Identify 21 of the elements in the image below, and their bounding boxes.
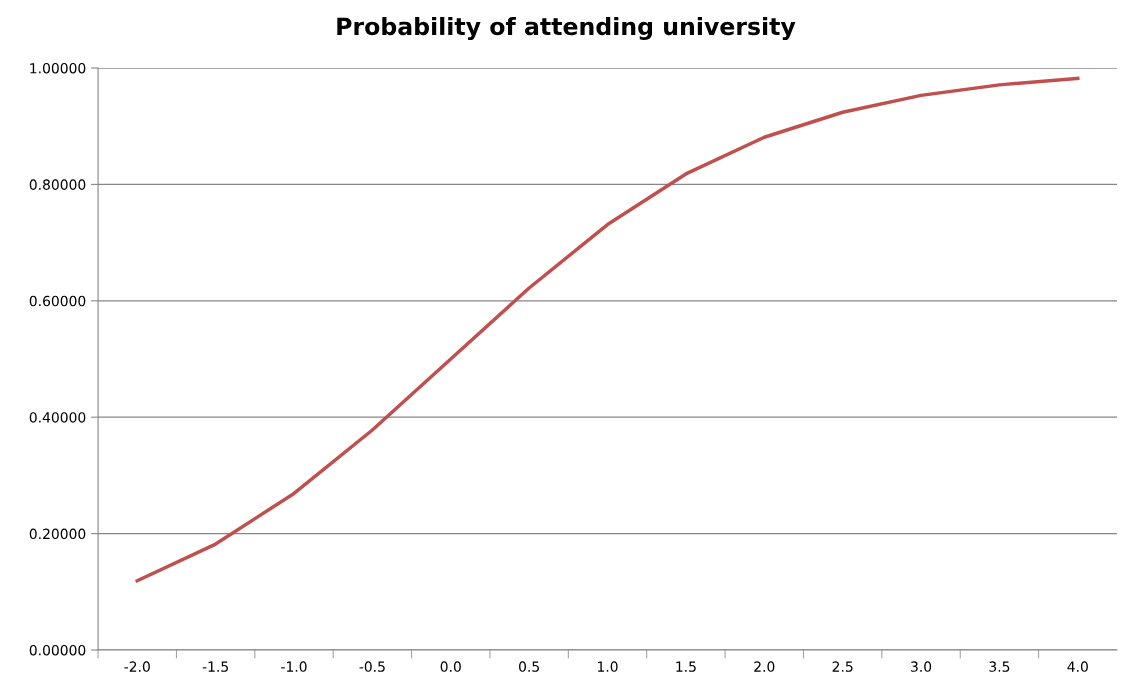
x-tick-label: 4.0 <box>1067 661 1088 672</box>
y-tick-label: 1.00000 <box>30 62 86 74</box>
y-tick-label: 0.60000 <box>29 295 86 307</box>
x-tick-label: 0.0 <box>440 661 461 672</box>
chart-title: Probability of attending university <box>337 16 796 40</box>
x-tick-label: 1.0 <box>598 661 618 672</box>
x-tick-label: 1.5 <box>676 661 696 672</box>
x-tick-label: 2.0 <box>754 661 775 672</box>
x-tick-label: 3.5 <box>989 661 1010 672</box>
y-tick-label: 0.80000 <box>29 179 86 190</box>
x-tick-label: -1.0 <box>281 661 307 672</box>
x-tick-label: 0.5 <box>519 661 539 672</box>
y-tick-label: 0.20000 <box>29 528 86 540</box>
line-series <box>135 76 1080 583</box>
x-tick-label: -0.5 <box>359 661 385 672</box>
x-tick-label: 2.5 <box>832 661 853 672</box>
x-tick-label: 3.0 <box>911 661 932 672</box>
y-tick-label: 0.00000 <box>29 644 86 656</box>
y-tick-label: 0.40000 <box>29 412 86 423</box>
x-tick-label: -2.0 <box>124 661 150 672</box>
x-tick-label: -1.5 <box>202 661 228 672</box>
